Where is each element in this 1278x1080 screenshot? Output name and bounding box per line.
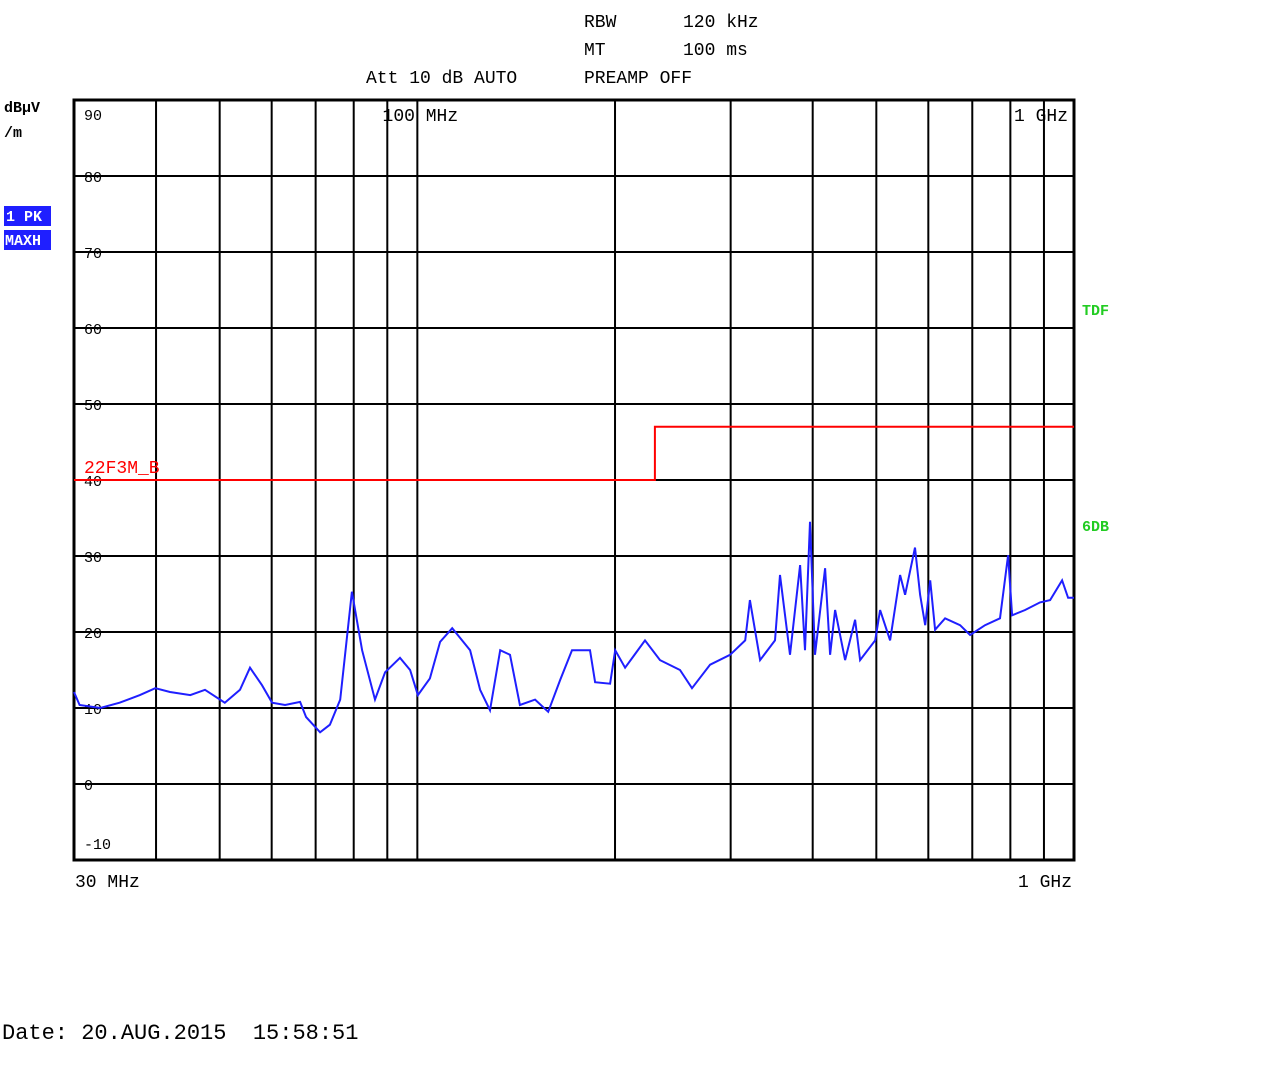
date: Date: 20.AUG.2015 15:58:51 xyxy=(2,1021,358,1046)
y-tick-label: 60 xyxy=(84,322,102,339)
trace xyxy=(73,521,1074,734)
setting-name: RBW xyxy=(584,13,617,33)
y-tick-label: 80 xyxy=(84,170,102,187)
start-label: 30 MHz xyxy=(75,873,140,893)
side-label: 6DB xyxy=(1082,519,1109,536)
y-tick-label: 20 xyxy=(84,626,102,643)
side-label: TDF xyxy=(1082,303,1109,320)
preamp: PREAMP OFF xyxy=(584,69,692,89)
setting-name: MT xyxy=(584,41,606,61)
y-label-unit: /m xyxy=(4,125,22,142)
y-tick-label: 30 xyxy=(84,550,102,567)
attenuation: Att 10 dB AUTO xyxy=(366,69,517,89)
stop-label: 1 GHz xyxy=(1018,873,1072,893)
y-tick-label: -10 xyxy=(84,837,111,854)
trace-label: MAXH xyxy=(5,233,41,250)
y-tick-label: 70 xyxy=(84,246,102,263)
trace-label-box xyxy=(4,206,51,226)
y-label: dBµV xyxy=(4,100,40,117)
y-tick-label: 10 xyxy=(84,702,102,719)
setting-value: 120 kHz xyxy=(683,13,759,33)
trace xyxy=(74,425,1074,481)
y-tick-label: 90 xyxy=(84,108,102,125)
y-tick-label: 0 xyxy=(84,778,93,795)
trace-label: 1 PK xyxy=(6,209,42,226)
x-tick-label: 100 MHz xyxy=(383,107,459,127)
setting-value: 100 ms xyxy=(683,41,748,61)
trace-label-box xyxy=(4,230,51,250)
x-tick-label: 1 GHz xyxy=(1014,107,1068,127)
y-tick-label: 40 xyxy=(84,474,102,491)
limit-line-label: 22F3M_B xyxy=(84,459,160,479)
y-tick-label: 50 xyxy=(84,398,102,415)
